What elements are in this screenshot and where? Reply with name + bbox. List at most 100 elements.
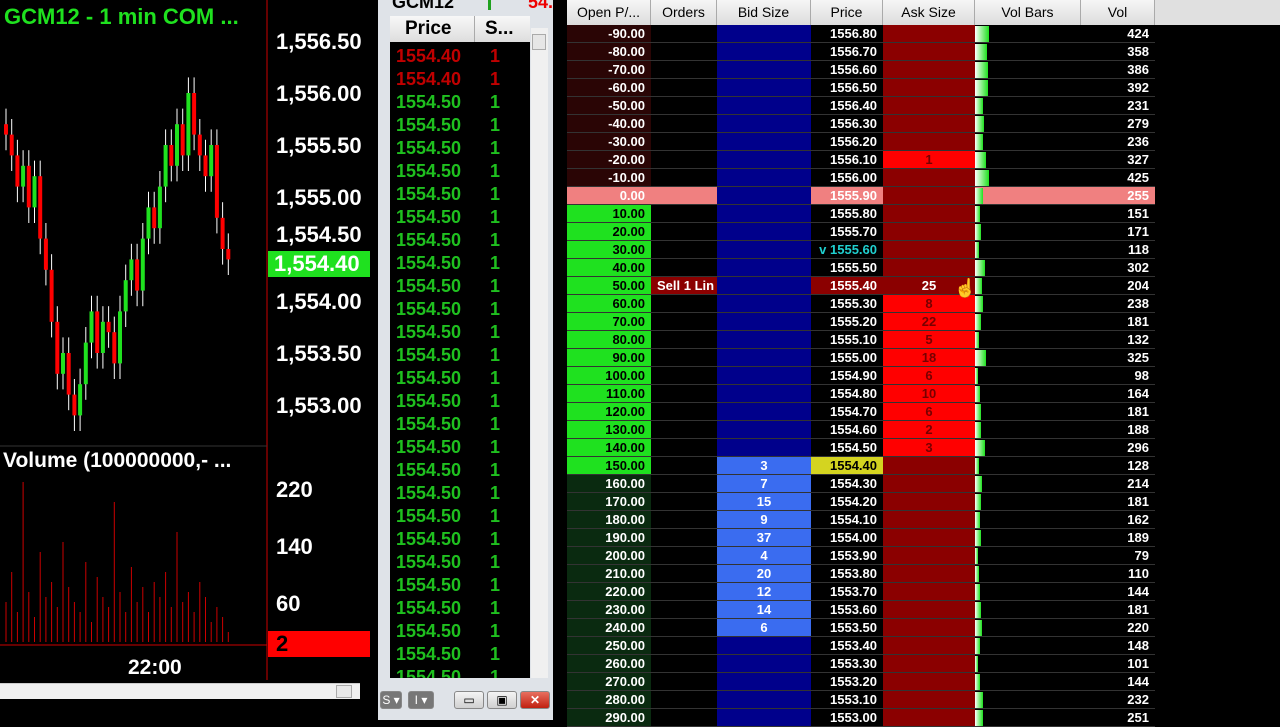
ask-size-cell[interactable] <box>883 547 975 565</box>
ask-size-cell[interactable] <box>883 565 975 583</box>
open-pl-cell[interactable]: 290.00 <box>567 709 651 727</box>
orders-cell[interactable] <box>651 79 717 97</box>
orders-cell[interactable] <box>651 601 717 619</box>
column-header-price[interactable]: Price <box>811 0 883 25</box>
ask-size-cell[interactable] <box>883 691 975 709</box>
bid-size-cell[interactable] <box>717 331 811 349</box>
price-cell[interactable]: 1556.70 <box>811 43 883 61</box>
column-header-open-p-[interactable]: Open P/... <box>567 0 651 25</box>
open-pl-cell[interactable]: 60.00 <box>567 295 651 313</box>
price-cell[interactable]: 1553.10 <box>811 691 883 709</box>
scroll-thumb[interactable] <box>336 685 352 698</box>
ask-size-cell[interactable] <box>883 655 975 673</box>
bid-size-cell[interactable] <box>717 43 811 61</box>
open-pl-cell[interactable]: 110.00 <box>567 385 651 403</box>
orders-cell[interactable] <box>651 295 717 313</box>
price-cell[interactable]: 1553.00 <box>811 709 883 727</box>
orders-cell[interactable] <box>651 511 717 529</box>
i-dropdown-button[interactable]: I ▾ <box>408 691 434 709</box>
orders-cell[interactable] <box>651 241 717 259</box>
price-cell[interactable]: 1555.80 <box>811 205 883 223</box>
bid-size-cell[interactable] <box>717 403 811 421</box>
ask-size-cell[interactable] <box>883 169 975 187</box>
price-cell[interactable]: 1555.00 <box>811 349 883 367</box>
bid-size-cell[interactable] <box>717 187 811 205</box>
open-pl-cell[interactable]: 120.00 <box>567 403 651 421</box>
price-cell[interactable]: 1554.30 <box>811 475 883 493</box>
orders-cell[interactable] <box>651 439 717 457</box>
price-cell[interactable]: 1555.70 <box>811 223 883 241</box>
price-chart[interactable]: GCM12 - 1 min COM ... 1,554.40 Volume (1… <box>0 0 372 720</box>
bid-size-cell[interactable] <box>717 205 811 223</box>
price-cell[interactable]: 1556.30 <box>811 115 883 133</box>
open-pl-cell[interactable]: -20.00 <box>567 151 651 169</box>
orders-cell[interactable] <box>651 709 717 727</box>
column-header-orders[interactable]: Orders <box>651 0 717 25</box>
bid-size-cell[interactable]: 4 <box>717 547 811 565</box>
orders-cell[interactable] <box>651 457 717 475</box>
bid-size-cell[interactable] <box>717 367 811 385</box>
price-cell[interactable]: 1553.20 <box>811 673 883 691</box>
price-cell[interactable]: 1556.00 <box>811 169 883 187</box>
open-pl-cell[interactable]: -90.00 <box>567 25 651 43</box>
ask-size-cell[interactable]: 18 <box>883 349 975 367</box>
orders-cell[interactable] <box>651 187 717 205</box>
column-header-vol[interactable]: Vol <box>1081 0 1155 25</box>
ask-size-cell[interactable] <box>883 43 975 61</box>
ask-size-cell[interactable]: 25 <box>883 277 975 295</box>
orders-cell[interactable] <box>651 133 717 151</box>
ask-size-cell[interactable] <box>883 493 975 511</box>
orders-cell[interactable] <box>651 43 717 61</box>
orders-cell[interactable] <box>651 493 717 511</box>
open-pl-cell[interactable]: 240.00 <box>567 619 651 637</box>
open-pl-cell[interactable]: 260.00 <box>567 655 651 673</box>
price-cell[interactable]: 1555.10 <box>811 331 883 349</box>
column-header-vol-bars[interactable]: Vol Bars <box>975 0 1081 25</box>
price-cell[interactable]: 1556.10 <box>811 151 883 169</box>
orders-cell[interactable] <box>651 565 717 583</box>
price-cell[interactable]: 1556.60 <box>811 61 883 79</box>
ask-size-cell[interactable]: 2 <box>883 421 975 439</box>
open-pl-cell[interactable]: 80.00 <box>567 331 651 349</box>
open-pl-cell[interactable]: 190.00 <box>567 529 651 547</box>
open-pl-cell[interactable]: 130.00 <box>567 421 651 439</box>
price-cell[interactable]: 1553.80 <box>811 565 883 583</box>
price-cell[interactable]: 1554.20 <box>811 493 883 511</box>
price-cell[interactable]: 1554.50 <box>811 439 883 457</box>
price-cell[interactable]: 1556.80 <box>811 25 883 43</box>
price-cell[interactable]: 1555.90 <box>811 187 883 205</box>
bid-size-cell[interactable]: 9 <box>717 511 811 529</box>
minimize-button[interactable]: ▭ <box>454 691 484 709</box>
open-pl-cell[interactable]: 170.00 <box>567 493 651 511</box>
bid-size-cell[interactable] <box>717 439 811 457</box>
orders-cell[interactable] <box>651 97 717 115</box>
open-pl-cell[interactable]: 250.00 <box>567 637 651 655</box>
ts-header-price[interactable]: Price <box>405 18 452 39</box>
bid-size-cell[interactable] <box>717 133 811 151</box>
orders-cell[interactable] <box>651 619 717 637</box>
orders-cell[interactable] <box>651 205 717 223</box>
open-pl-cell[interactable]: -80.00 <box>567 43 651 61</box>
bid-size-cell[interactable]: 12 <box>717 583 811 601</box>
maximize-button[interactable]: ▣ <box>487 691 517 709</box>
bid-size-cell[interactable]: 14 <box>717 601 811 619</box>
ask-size-cell[interactable] <box>883 619 975 637</box>
ask-size-cell[interactable] <box>883 475 975 493</box>
bid-size-cell[interactable]: 20 <box>717 565 811 583</box>
price-cell[interactable]: 1554.70 <box>811 403 883 421</box>
ask-size-cell[interactable] <box>883 25 975 43</box>
orders-cell[interactable] <box>651 655 717 673</box>
orders-cell[interactable] <box>651 259 717 277</box>
open-pl-cell[interactable]: 20.00 <box>567 223 651 241</box>
price-cell[interactable]: 1554.80 <box>811 385 883 403</box>
ask-size-cell[interactable] <box>883 709 975 727</box>
open-pl-cell[interactable]: 30.00 <box>567 241 651 259</box>
price-cell[interactable]: 1553.70 <box>811 583 883 601</box>
open-pl-cell[interactable]: 0.00 <box>567 187 651 205</box>
open-pl-cell[interactable]: -70.00 <box>567 61 651 79</box>
ask-size-cell[interactable]: 5 <box>883 331 975 349</box>
ask-size-cell[interactable]: 3 <box>883 439 975 457</box>
open-pl-cell[interactable]: 100.00 <box>567 367 651 385</box>
ts-vertical-scrollbar[interactable] <box>531 28 548 678</box>
ask-size-cell[interactable] <box>883 133 975 151</box>
